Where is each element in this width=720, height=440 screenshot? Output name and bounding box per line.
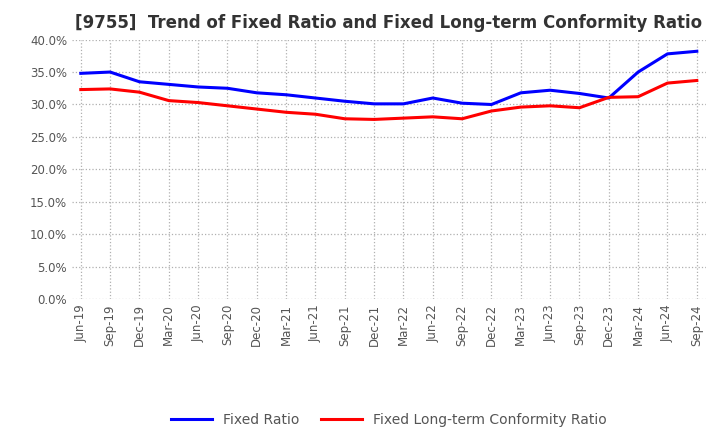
Fixed Long-term Conformity Ratio xyxy=(634,94,642,99)
Fixed Ratio xyxy=(135,79,144,84)
Legend: Fixed Ratio, Fixed Long-term Conformity Ratio: Fixed Ratio, Fixed Long-term Conformity … xyxy=(171,413,607,427)
Fixed Ratio xyxy=(575,91,584,96)
Fixed Ratio xyxy=(428,95,437,101)
Fixed Ratio xyxy=(487,102,496,107)
Fixed Long-term Conformity Ratio xyxy=(693,78,701,83)
Line: Fixed Long-term Conformity Ratio: Fixed Long-term Conformity Ratio xyxy=(81,81,697,119)
Fixed Ratio xyxy=(663,51,672,56)
Fixed Ratio xyxy=(76,71,85,76)
Fixed Long-term Conformity Ratio xyxy=(516,104,525,110)
Fixed Long-term Conformity Ratio xyxy=(546,103,554,108)
Fixed Long-term Conformity Ratio xyxy=(135,89,144,95)
Fixed Ratio xyxy=(106,70,114,75)
Fixed Long-term Conformity Ratio xyxy=(76,87,85,92)
Fixed Ratio xyxy=(253,90,261,95)
Fixed Long-term Conformity Ratio xyxy=(487,108,496,114)
Fixed Long-term Conformity Ratio xyxy=(399,115,408,121)
Fixed Long-term Conformity Ratio xyxy=(282,110,290,115)
Fixed Ratio xyxy=(546,88,554,93)
Fixed Long-term Conformity Ratio xyxy=(605,95,613,100)
Line: Fixed Ratio: Fixed Ratio xyxy=(81,51,697,104)
Fixed Ratio xyxy=(282,92,290,97)
Fixed Long-term Conformity Ratio xyxy=(575,105,584,110)
Fixed Ratio xyxy=(634,70,642,75)
Fixed Ratio xyxy=(370,101,379,106)
Fixed Long-term Conformity Ratio xyxy=(164,98,173,103)
Fixed Long-term Conformity Ratio xyxy=(106,86,114,92)
Fixed Long-term Conformity Ratio xyxy=(458,116,467,121)
Fixed Long-term Conformity Ratio xyxy=(253,106,261,112)
Fixed Ratio xyxy=(693,49,701,54)
Fixed Long-term Conformity Ratio xyxy=(223,103,232,108)
Fixed Ratio xyxy=(516,90,525,95)
Fixed Long-term Conformity Ratio xyxy=(428,114,437,120)
Fixed Ratio xyxy=(605,95,613,101)
Fixed Ratio xyxy=(311,95,320,101)
Fixed Long-term Conformity Ratio xyxy=(311,112,320,117)
Fixed Long-term Conformity Ratio xyxy=(663,81,672,86)
Fixed Long-term Conformity Ratio xyxy=(370,117,379,122)
Fixed Ratio xyxy=(458,101,467,106)
Fixed Ratio xyxy=(164,82,173,87)
Fixed Ratio xyxy=(399,101,408,106)
Fixed Ratio xyxy=(341,99,349,104)
Fixed Long-term Conformity Ratio xyxy=(194,100,202,105)
Title: [9755]  Trend of Fixed Ratio and Fixed Long-term Conformity Ratio: [9755] Trend of Fixed Ratio and Fixed Lo… xyxy=(75,15,703,33)
Fixed Long-term Conformity Ratio xyxy=(341,116,349,121)
Fixed Ratio xyxy=(223,86,232,91)
Fixed Ratio xyxy=(194,84,202,90)
